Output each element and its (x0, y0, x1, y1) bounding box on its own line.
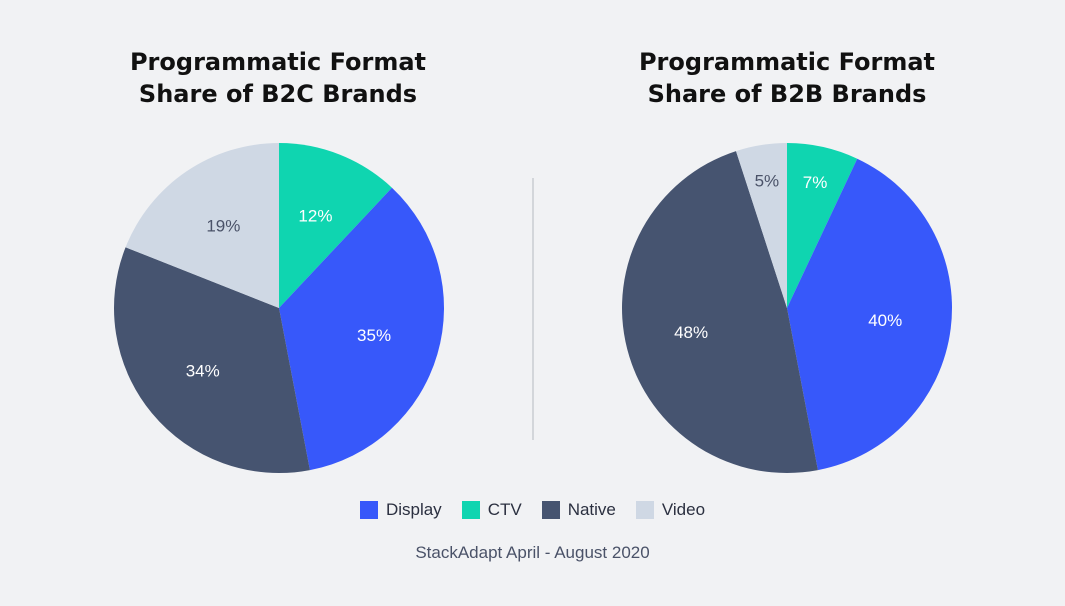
chart-title-b2b-line-1: Programmatic Format (638, 48, 936, 76)
legend-item-display: Display (359, 500, 442, 520)
pie-label-b2c-video: 19% (206, 217, 240, 236)
pie-label-b2b-ctv: 7% (803, 173, 828, 192)
legend-item-native: Native (541, 500, 616, 520)
pie-slice-b2b-native (622, 151, 818, 473)
legend-swatch-video (635, 501, 654, 519)
pie-slice-b2c-display (279, 187, 444, 471)
legend-swatch-ctv (461, 501, 480, 519)
pie-chart-b2b: 7% 40% 48% 5% (622, 143, 952, 473)
pie-slice-b2b-video (736, 143, 787, 308)
pie-slice-b2c-native (114, 247, 310, 473)
legend-label-ctv: CTV (487, 500, 522, 519)
legend-label-native: Native (567, 500, 616, 519)
pie-slice-b2b-display (787, 158, 952, 471)
chart-title-b2c-line-1: Programmatic Format (129, 48, 427, 76)
legend-swatch-display (359, 501, 378, 519)
legend-label-display: Display (385, 500, 442, 519)
pie-slice-b2c-video (125, 142, 279, 308)
pie-label-b2b-video: 5% (755, 171, 780, 190)
legend-label-video: Video (661, 500, 706, 519)
pie-label-b2c-ctv: 12% (298, 206, 332, 225)
legend-swatch-native (541, 501, 560, 519)
chart-title-b2b: Programmatic Format Share of B2B Brands (617, 46, 957, 110)
legend: Display CTV Native Video (0, 500, 1065, 520)
pie-label-b2b-native: 48% (674, 323, 708, 342)
chart-title-b2c: Programmatic Format Share of B2C Brands (108, 46, 448, 110)
chart-title-b2b-line-2: Share of B2B Brands (647, 80, 927, 108)
chart-title-b2c-line-2: Share of B2C Brands (138, 80, 418, 108)
pie-chart-b2c: 12% 35% 34% 19% (114, 142, 444, 473)
pie-label-b2b-display: 40% (868, 311, 902, 330)
legend-item-video: Video (635, 500, 706, 520)
pie-slice-b2b-ctv (787, 143, 858, 308)
pie-label-b2c-native: 34% (186, 362, 220, 381)
pie-label-b2c-display: 35% (357, 326, 391, 345)
legend-item-ctv: CTV (461, 500, 522, 520)
source-note: StackAdapt April - August 2020 (415, 543, 650, 562)
pie-slice-b2c-ctv (279, 143, 392, 308)
